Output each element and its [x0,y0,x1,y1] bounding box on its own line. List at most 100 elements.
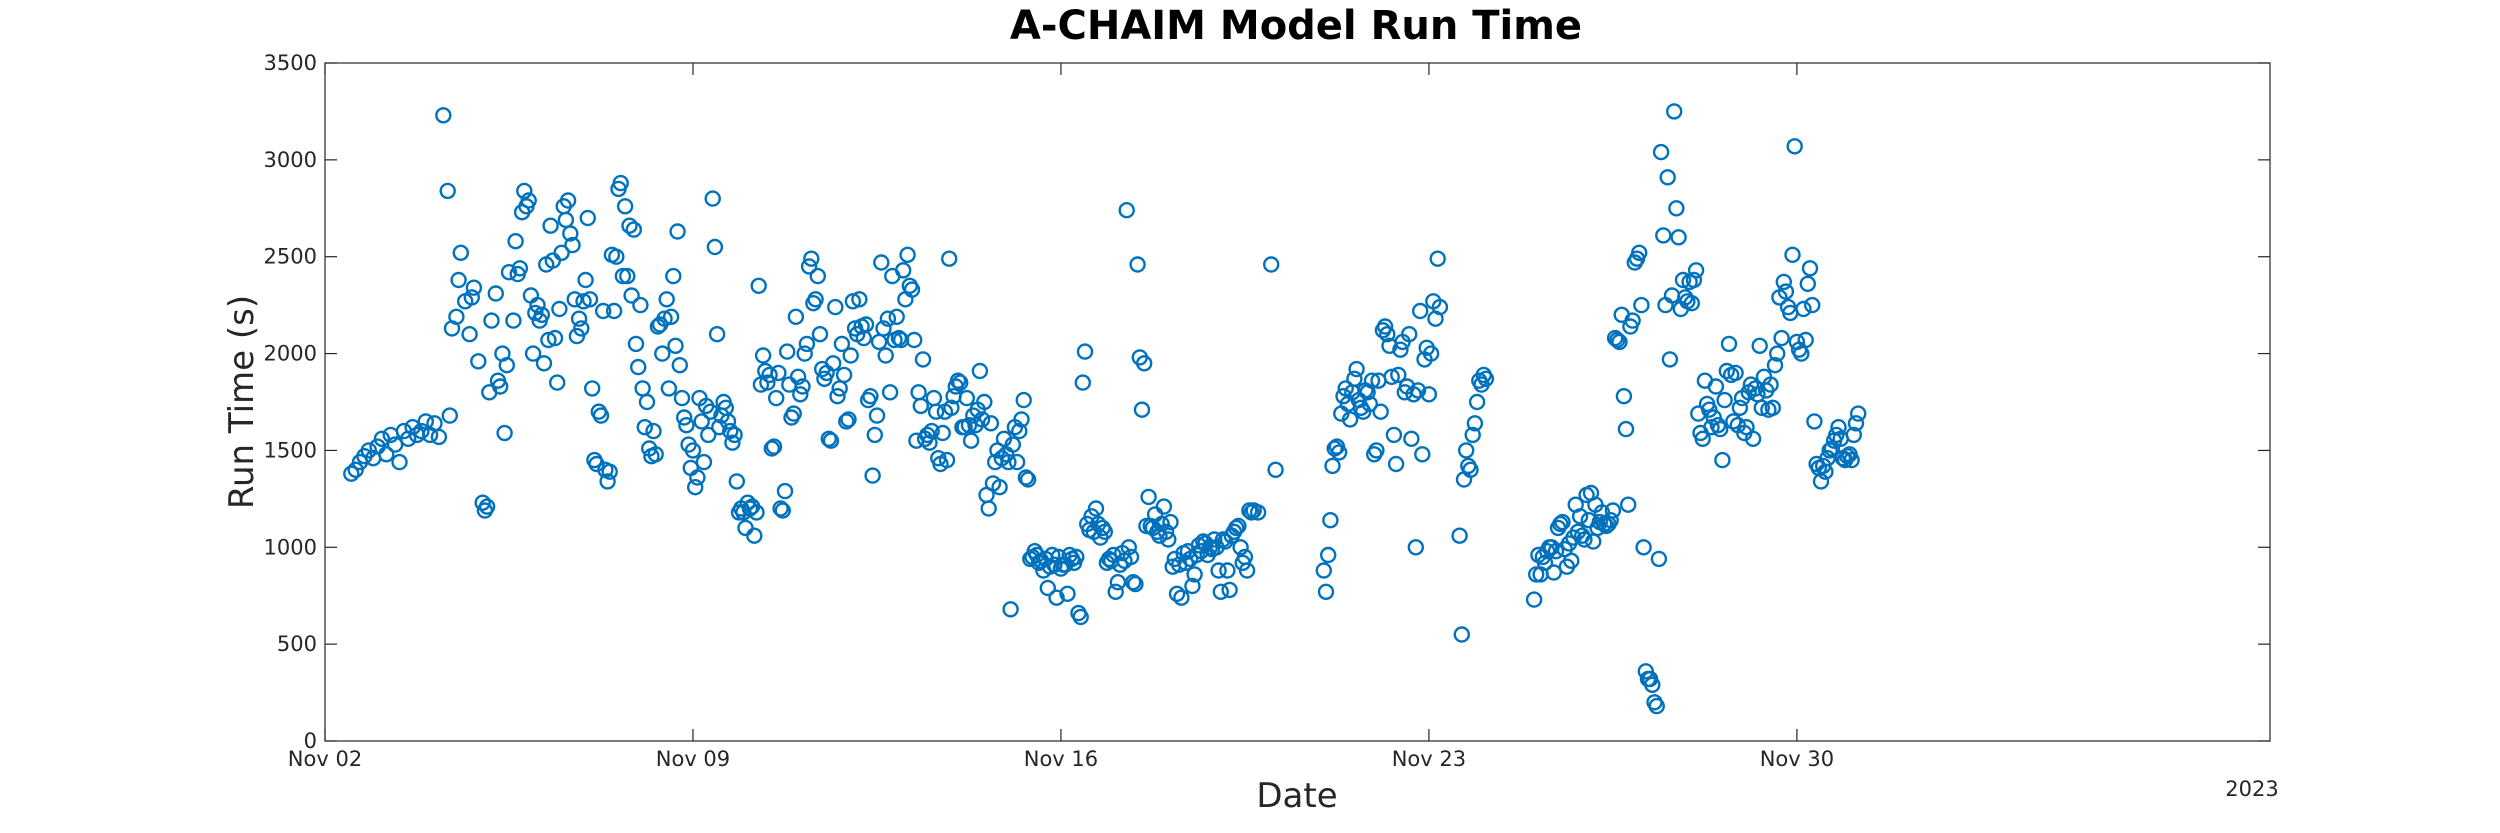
data-point [461,326,478,343]
data-point [483,312,500,329]
data-point [899,246,916,264]
data-point [862,388,879,405]
data-point [800,258,818,275]
data-point [1711,420,1729,438]
data-point [1659,169,1676,186]
y-tick-label: 3000 [264,148,317,172]
data-point [507,232,524,250]
data-point [1127,575,1144,593]
data-point [779,343,796,360]
data-point [579,209,596,227]
data-point [546,329,564,347]
data-point [719,413,737,430]
data-point [1155,498,1173,515]
y-tick-label: 3500 [264,51,317,75]
x-tick-label: Nov 02 [288,747,362,771]
data-point [625,221,642,238]
data-point [1008,453,1026,471]
data-point [1140,488,1157,506]
data-point [667,337,684,354]
data-point [1828,426,1845,444]
data-point [1830,419,1847,436]
data-point [1615,388,1633,405]
x-tick-label: Nov 30 [1760,747,1834,771]
data-point [1766,357,1784,374]
data-point [1674,271,1692,289]
data-point [774,502,791,519]
data-point [1087,500,1105,517]
data-point [662,308,680,325]
data-point [1703,419,1720,436]
data-point [1731,399,1749,416]
data-point [1536,554,1554,571]
data-point [1786,138,1803,155]
data-point [809,267,826,285]
data-point [1806,413,1823,430]
data-point [1552,515,1569,533]
data-point [1206,531,1223,548]
data-point [1074,374,1092,391]
data-point [557,211,575,229]
data-point [838,413,855,430]
data-point [857,316,875,333]
data-point [1011,422,1028,440]
data-point [1109,574,1127,591]
data-point [803,250,820,267]
data-point [807,291,824,308]
data-point [868,407,886,424]
data-point [1048,589,1065,606]
data-point [833,335,851,353]
data-point [1584,533,1602,550]
data-point [658,291,675,308]
data-point [1341,411,1359,428]
data-point [748,504,765,521]
data-point [1422,345,1440,362]
data-point [1803,296,1821,314]
data-point [496,424,513,442]
data-point [1744,430,1762,447]
data-point [1845,426,1863,444]
data-point [373,430,391,447]
data-point [1168,585,1186,602]
data-point [1390,366,1407,384]
data-point [1346,370,1363,387]
data-point [1839,448,1856,465]
data-point [577,271,594,289]
data-point [1720,335,1738,353]
x-tick-label: Nov 09 [656,747,730,771]
data-point [1652,143,1670,161]
data-point [1431,298,1449,316]
data-point [656,310,673,327]
data-point [1714,451,1731,469]
data-point [787,308,805,325]
data-point [1227,519,1245,537]
data-point [1120,539,1138,556]
data-point [450,271,467,289]
data-point [941,250,958,267]
data-point [632,296,649,314]
data-point [789,368,807,385]
data-point [1753,399,1771,416]
data-point [1210,562,1227,579]
data-point [1221,581,1238,599]
data-point [1188,546,1205,564]
data-point [540,331,557,349]
data-point [575,293,592,310]
data-point [903,281,921,298]
data-point [890,329,908,347]
data-point [888,308,905,325]
data-point [991,479,1008,496]
data-point [463,289,480,306]
data-point [761,366,778,384]
data-point [1015,391,1032,409]
data-point [1812,473,1830,490]
data-point [1230,517,1247,535]
x-axis: Nov 02 Nov 09 Nov 16 Nov 23 Nov 30 [288,63,1834,771]
data-point [785,405,802,422]
data-point [562,225,579,242]
data-point [645,422,662,440]
data-point [750,277,767,294]
y-tick-label: 2000 [264,342,317,366]
data-point [1453,626,1471,643]
data-point [1129,256,1146,273]
